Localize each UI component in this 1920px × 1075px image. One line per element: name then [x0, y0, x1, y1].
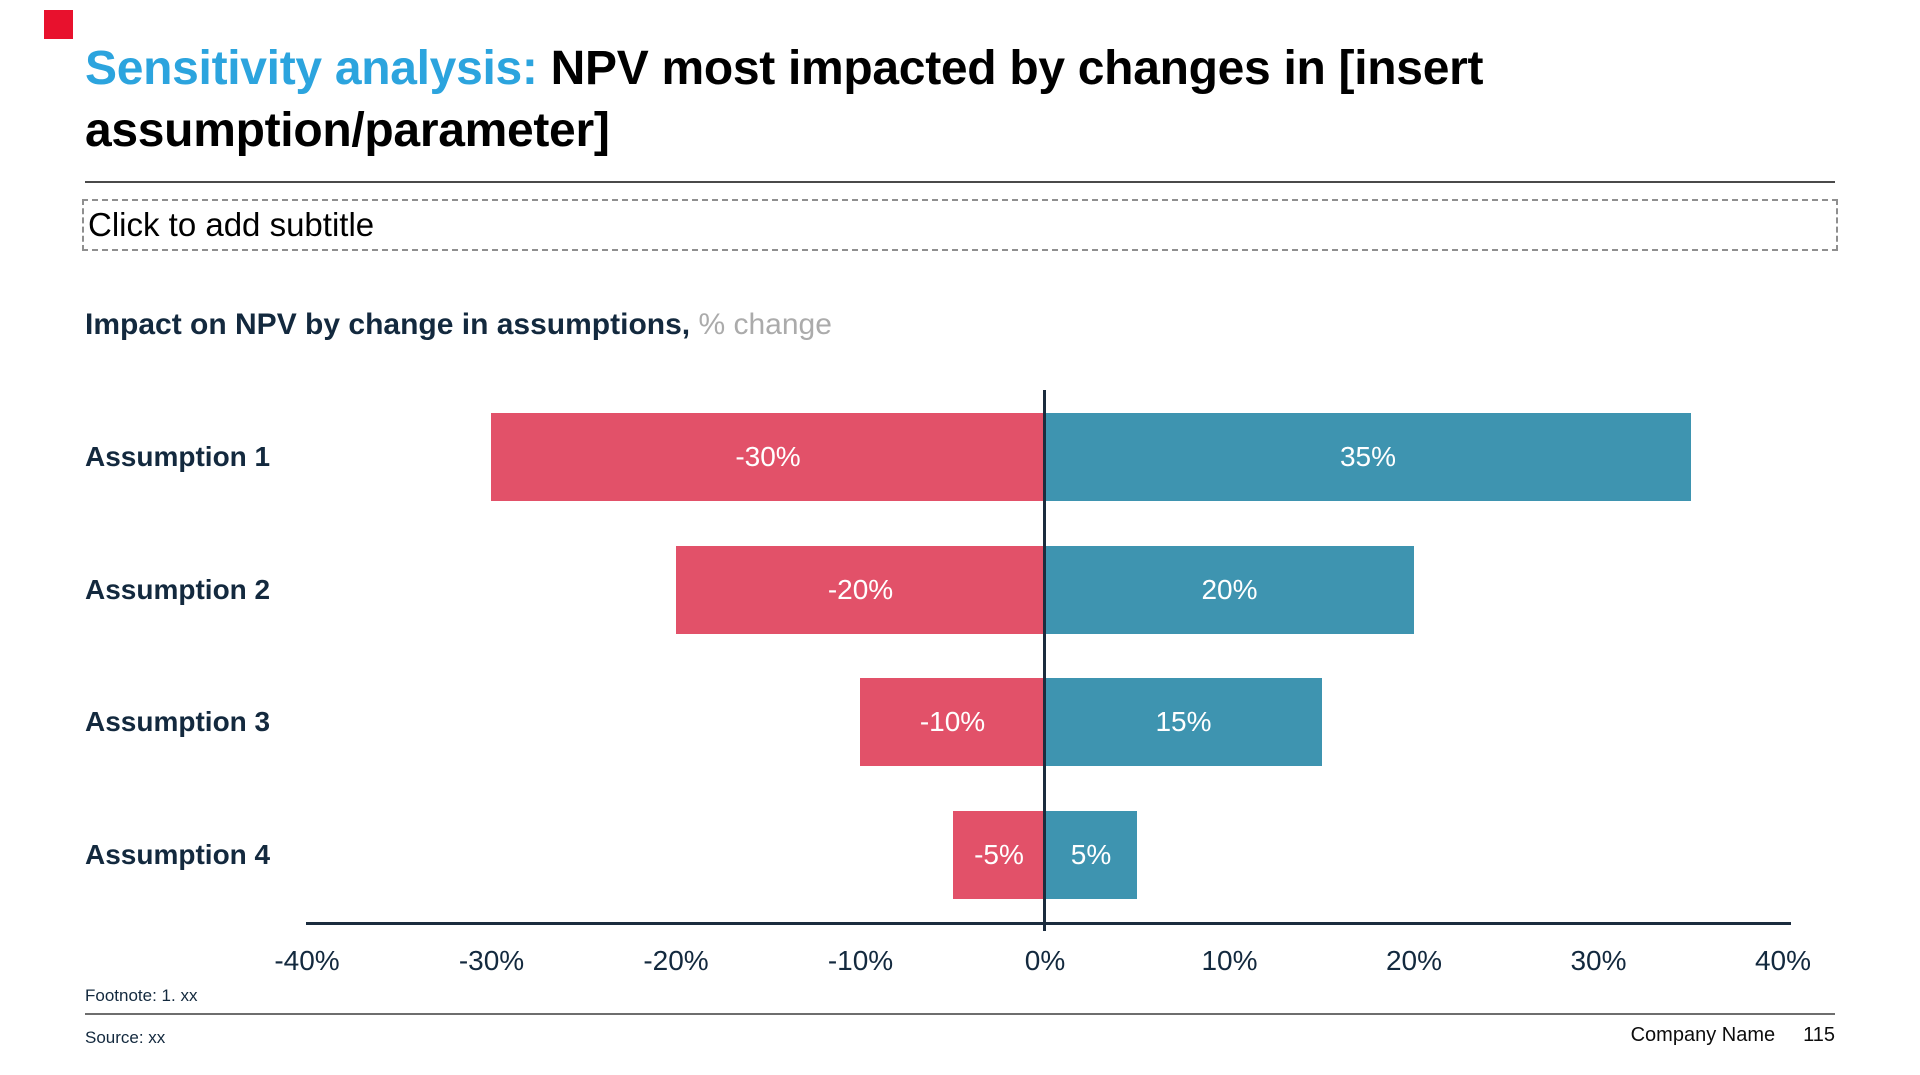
chart-heading-bold: Impact on NPV by change in assumptions, [85, 308, 691, 341]
positive-bar: 20% [1045, 546, 1414, 634]
x-tick-label: 30% [1570, 945, 1627, 976]
x-tick-label: 20% [1385, 945, 1443, 976]
subtitle-placeholder[interactable]: Click to add subtitle [82, 199, 1838, 251]
category-label: Assumption 1 [85, 441, 271, 472]
negative-bar: -10% [860, 678, 1045, 766]
source-text: Source: xx [85, 1028, 166, 1047]
positive-bar: 15% [1045, 678, 1322, 766]
positive-bar: 35% [1045, 413, 1691, 501]
category-label: Assumption 3 [85, 706, 271, 737]
negative-bar: -20% [676, 546, 1045, 634]
negative-bar-value: -10% [919, 706, 986, 737]
x-tick-label: -40% [274, 945, 340, 976]
zero-axis-line [1043, 390, 1046, 931]
slide-title-rest: NPV most impacted by changes in [insert … [85, 42, 1484, 157]
positive-bar-value: 35% [1339, 441, 1397, 472]
x-tick-label: 40% [1754, 945, 1812, 976]
positive-bar-value: 20% [1201, 574, 1258, 605]
negative-bar-value: -30% [735, 441, 801, 472]
brand-accent-square [44, 10, 73, 39]
x-tick-label: -30% [458, 945, 525, 976]
x-axis-line [306, 922, 1791, 925]
x-tick-label: -20% [643, 945, 709, 976]
category-label: Assumption 4 [85, 839, 271, 870]
title-divider-line [85, 181, 1835, 183]
negative-bar-value: -5% [974, 839, 1024, 870]
slide-title-highlight: Sensitivity analysis: [85, 42, 551, 95]
negative-bar: -30% [491, 413, 1045, 501]
x-tick-label: -10% [827, 945, 894, 976]
negative-bar: -5% [953, 811, 1045, 899]
slide-title[interactable]: Sensitivity analysis: NPV most impacted … [85, 38, 1585, 162]
chart-heading: Impact on NPV by change in assumptions, … [85, 308, 832, 342]
positive-bar: 5% [1045, 811, 1137, 899]
subtitle-placeholder-text: Click to add subtitle [88, 206, 375, 243]
footer-right: Company Name 115 [1631, 1024, 1835, 1047]
footnote-text: Footnote: 1. xx [85, 986, 198, 1005]
positive-bar-value: 15% [1155, 706, 1212, 737]
chart-heading-unit: % change [690, 308, 832, 341]
x-tick-label: 10% [1201, 945, 1258, 976]
negative-bar-value: -20% [827, 574, 894, 605]
footer-company-name: Company Name [1630, 1024, 1776, 1046]
category-label: Assumption 2 [85, 574, 271, 605]
x-tick-label: 0% [1024, 945, 1066, 976]
footer-page-number: 115 [1803, 1024, 1835, 1046]
positive-bar-value: 5% [1070, 839, 1112, 870]
footer-divider-line [85, 1013, 1835, 1015]
